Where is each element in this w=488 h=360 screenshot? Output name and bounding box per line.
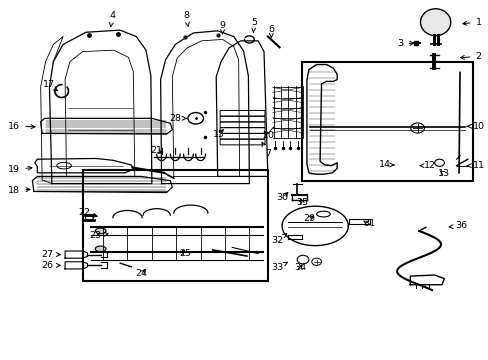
Text: 3: 3 <box>397 39 413 48</box>
Text: 8: 8 <box>183 11 189 26</box>
Text: 26: 26 <box>41 261 60 270</box>
Text: 20: 20 <box>262 131 273 140</box>
Text: 24: 24 <box>135 269 147 278</box>
Text: 31: 31 <box>362 219 374 228</box>
Text: 22: 22 <box>79 208 97 217</box>
Text: 17: 17 <box>42 81 58 91</box>
Bar <box>302 62 472 181</box>
Text: 25: 25 <box>179 249 191 258</box>
Text: 30: 30 <box>276 193 288 202</box>
Text: 19: 19 <box>8 165 32 174</box>
Bar <box>82 170 267 281</box>
Text: 10: 10 <box>466 122 484 131</box>
Ellipse shape <box>95 246 106 252</box>
Text: 33: 33 <box>271 262 287 273</box>
Text: 4: 4 <box>109 11 116 27</box>
Text: 9: 9 <box>219 21 225 34</box>
Text: 6: 6 <box>268 25 274 37</box>
Text: 5: 5 <box>251 18 257 32</box>
Text: 1: 1 <box>462 18 481 27</box>
Text: 34: 34 <box>294 264 306 273</box>
Ellipse shape <box>95 228 106 234</box>
Text: 35: 35 <box>295 198 307 207</box>
Text: 32: 32 <box>271 234 286 245</box>
Text: 13: 13 <box>437 169 449 178</box>
Text: 28: 28 <box>169 114 186 123</box>
Text: 2: 2 <box>460 52 481 61</box>
Ellipse shape <box>420 9 450 36</box>
Text: 36: 36 <box>448 221 467 230</box>
Text: 29: 29 <box>302 214 314 223</box>
Text: 18: 18 <box>8 186 30 195</box>
Text: 14: 14 <box>378 161 393 170</box>
Text: 7: 7 <box>262 142 270 158</box>
Text: 15: 15 <box>213 130 224 139</box>
Text: 23: 23 <box>89 231 108 240</box>
Text: 11: 11 <box>466 161 484 170</box>
Text: 21: 21 <box>150 146 163 155</box>
Text: 12: 12 <box>419 161 435 170</box>
Text: 27: 27 <box>41 250 60 259</box>
Text: 16: 16 <box>8 122 35 131</box>
